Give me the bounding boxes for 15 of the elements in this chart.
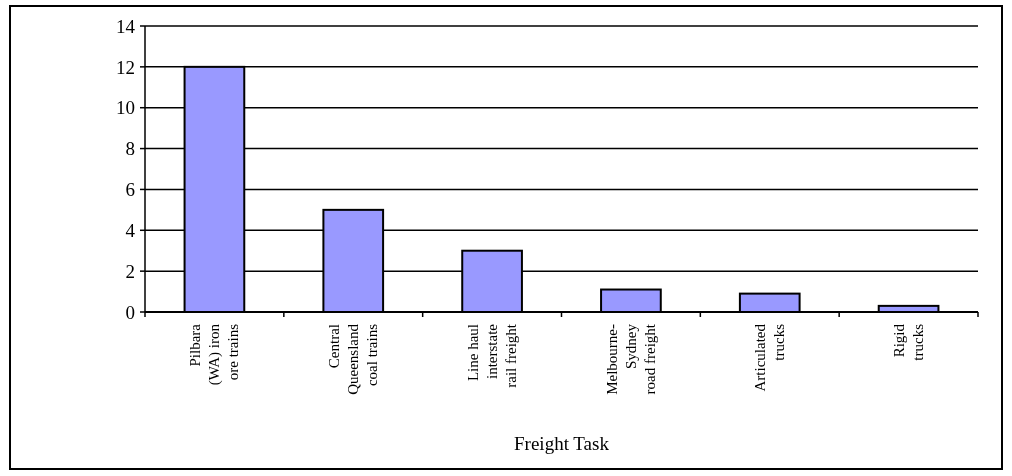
x-tick-label: Line haul interstate rail freight xyxy=(465,323,520,388)
y-tick-label: 0 xyxy=(125,301,135,323)
x-tick-label: Pilbara (WA) iron ore trains xyxy=(187,323,242,386)
x-tick-label: Central Queensland coal trains xyxy=(326,323,381,395)
y-tick-label: 6 xyxy=(125,179,135,201)
y-tick-label: 12 xyxy=(116,56,135,78)
y-tick-label: 4 xyxy=(125,219,136,241)
y-tick-label: 14 xyxy=(116,15,136,37)
x-axis-title: Freight Task xyxy=(514,433,610,454)
x-tick-label: Melbourne- Sydney road freight xyxy=(603,323,658,395)
y-tick-label: 8 xyxy=(125,138,135,160)
x-tick-label: Rigid trucks xyxy=(891,323,927,361)
x-tick-label: Articulated trucks xyxy=(752,323,788,392)
y-tick-label: 2 xyxy=(125,260,135,282)
y-tick-label: 10 xyxy=(116,97,135,119)
